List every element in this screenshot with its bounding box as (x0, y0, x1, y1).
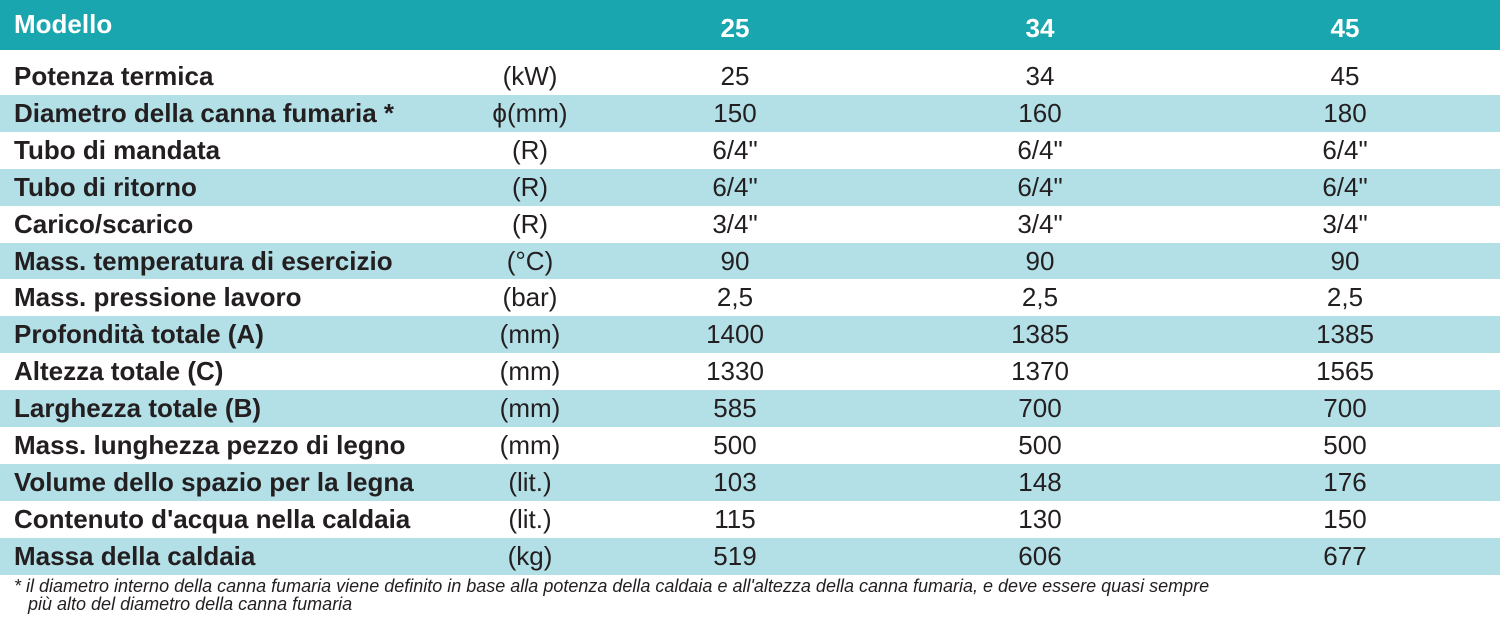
row-label: Mass. pressione lavoro (14, 282, 302, 313)
table-row (0, 427, 1500, 464)
row-value: 700 (1323, 393, 1367, 424)
table-row (0, 537, 1500, 575)
table-row (0, 242, 1500, 280)
header-title: Modello (14, 9, 113, 39)
row-value: 606 (1018, 540, 1062, 571)
row-value: 1385 (1316, 319, 1374, 350)
row-value: 519 (713, 540, 757, 571)
row-label: Profondità totale (A) (14, 319, 264, 350)
table-row (0, 131, 1500, 169)
row-value: 1330 (706, 356, 764, 387)
row-label: Volume dello spazio per la legna (14, 466, 414, 497)
table-row (0, 168, 1500, 206)
row-label: Tubo di mandata (14, 134, 221, 165)
table-row (0, 463, 1500, 501)
row-label: Potenza termica (14, 61, 214, 91)
row-value: 2,5 (716, 282, 754, 313)
row-value: 500 (1323, 430, 1367, 460)
row-value: 1565 (1316, 356, 1374, 387)
header-bar (0, 0, 1500, 50)
table-row (0, 58, 1500, 95)
footnote-line: * il diametro interno della canna fumari… (14, 576, 1210, 596)
table-row (0, 94, 1500, 132)
row-unit: (mm) (499, 356, 561, 387)
row-label: Altezza totale (C) (14, 356, 224, 387)
row-value: 34 (1025, 61, 1055, 91)
table-row (0, 390, 1500, 428)
row-value: 700 (1018, 393, 1062, 424)
header-model: 25 (720, 13, 750, 43)
row-label: Mass. temperatura di esercizio (14, 245, 393, 276)
row-value: 6/4" (712, 134, 758, 165)
row-value: 150 (713, 97, 757, 128)
row-value: 90 (1025, 245, 1055, 276)
row-value: 6/4" (1017, 134, 1063, 165)
row-value: 115 (714, 503, 756, 534)
row-label: Massa della caldaia (14, 540, 256, 571)
row-label: Contenuto d'acqua nella caldaia (14, 503, 411, 534)
header-model: 34 (1025, 13, 1055, 43)
row-unit: (bar) (502, 282, 558, 313)
row-value: 160 (1018, 97, 1062, 128)
row-value: 148 (1018, 466, 1062, 497)
row-value: 6/4" (712, 171, 758, 202)
row-value: 1400 (706, 319, 764, 350)
row-label: Tubo di ritorno (14, 171, 197, 202)
row-value: 180 (1323, 97, 1367, 128)
row-value: 6/4" (1017, 171, 1063, 202)
row-value: 1385 (1011, 319, 1069, 350)
row-value: 90 (720, 245, 750, 276)
row-unit: (R) (511, 208, 549, 239)
row-value: 150 (1323, 503, 1367, 534)
row-unit: (mm) (499, 430, 561, 460)
row-value: 3/4" (712, 208, 758, 239)
row-value: 677 (1323, 540, 1367, 571)
row-value: 176 (1323, 466, 1367, 497)
row-unit: (lit.) (508, 466, 552, 497)
table-row (0, 205, 1500, 243)
row-unit: (lit.) (508, 503, 552, 534)
row-value: 585 (713, 393, 757, 424)
row-value: 3/4" (1017, 208, 1063, 239)
row-value: 500 (1018, 430, 1062, 460)
row-value: 2,5 (1021, 282, 1059, 313)
row-label: Diametro della canna fumaria * (14, 97, 395, 128)
row-label: Mass. lunghezza pezzo di legno (14, 430, 406, 460)
row-value: 90 (1330, 245, 1360, 276)
row-unit: (kW) (502, 61, 558, 91)
table-row (0, 500, 1500, 538)
table-row (0, 316, 1500, 354)
row-value: 45 (1330, 61, 1360, 91)
footnote-line: più alto del diametro della canna fumari… (28, 594, 353, 614)
table-row (0, 353, 1500, 391)
row-value: 6/4" (1322, 134, 1368, 165)
row-unit: (°C) (506, 245, 554, 276)
row-value: 103 (713, 466, 757, 497)
row-value: 6/4" (1322, 171, 1368, 202)
header-model: 45 (1330, 13, 1360, 43)
row-unit: (mm) (499, 393, 561, 424)
row-label: Larghezza totale (B) (14, 393, 262, 424)
row-value: 3/4" (1322, 208, 1368, 239)
table-row (0, 279, 1500, 317)
row-unit: (R) (511, 171, 549, 202)
row-value: 2,5 (1326, 282, 1364, 313)
row-unit: ϕ(mm) (492, 97, 568, 128)
row-value: 500 (713, 430, 757, 460)
row-value: 130 (1018, 503, 1062, 534)
row-unit: (mm) (499, 319, 561, 350)
row-value: 25 (720, 61, 750, 91)
row-unit: (kg) (507, 540, 553, 571)
row-unit: (R) (511, 134, 549, 165)
row-label: Carico/scarico (14, 208, 194, 239)
row-value: 1370 (1011, 356, 1069, 387)
